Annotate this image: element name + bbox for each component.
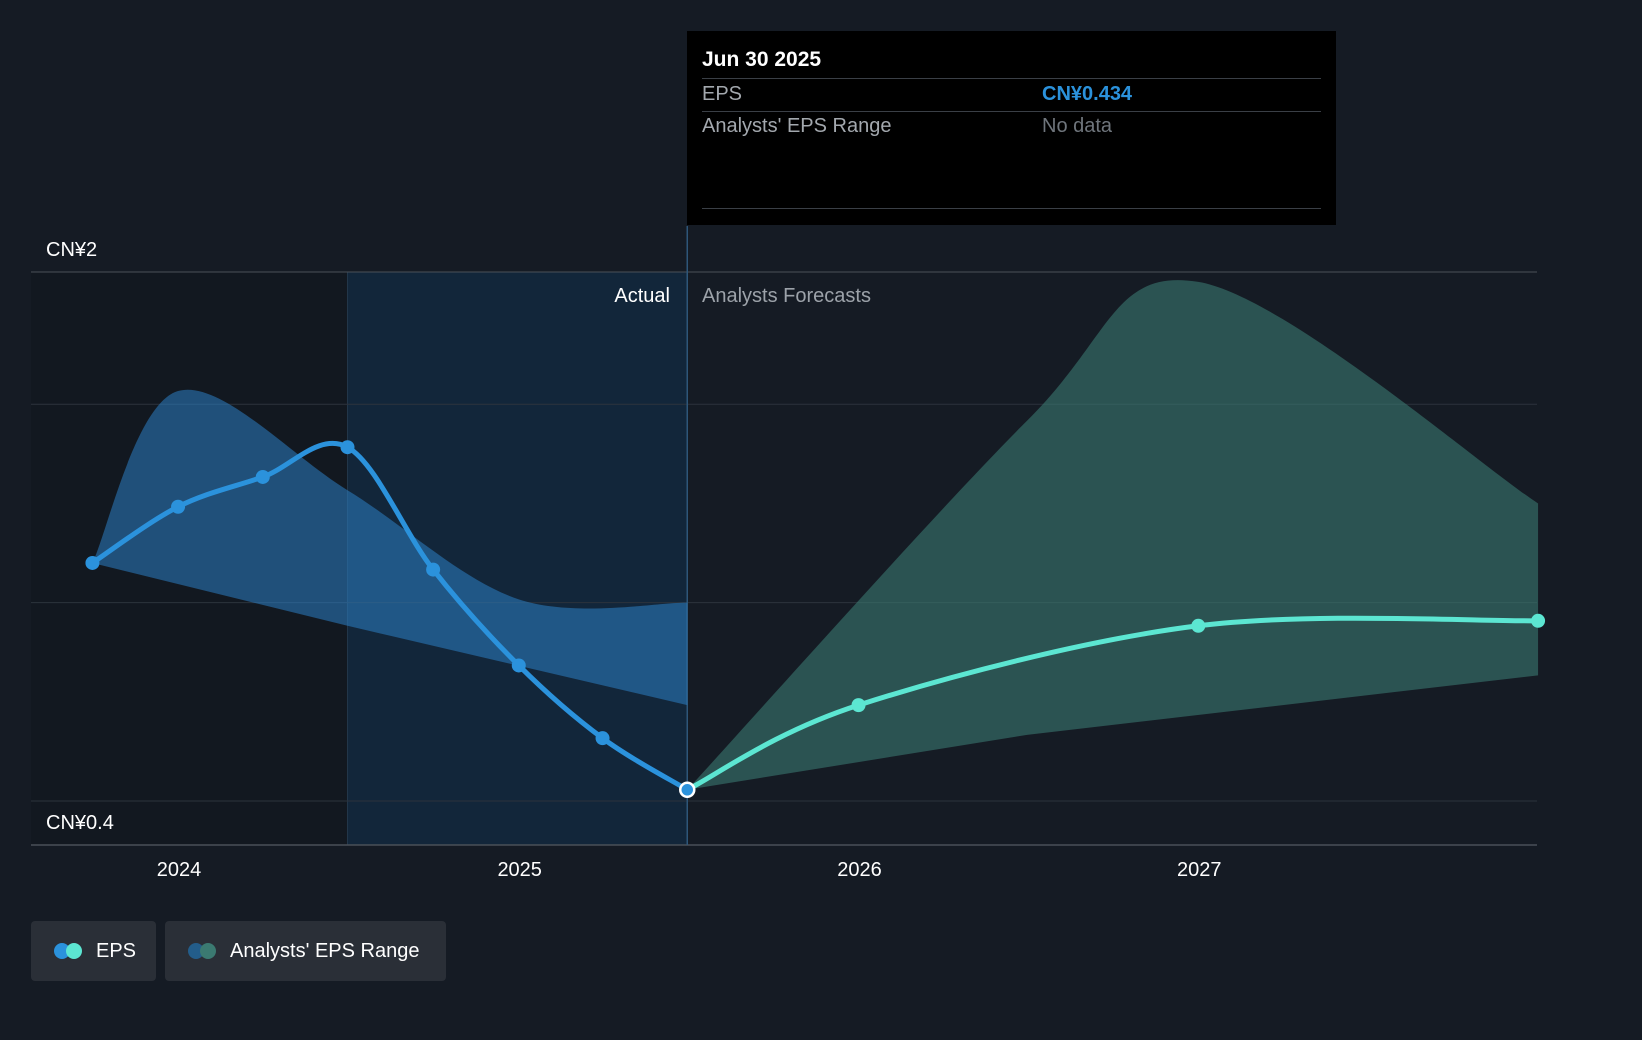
tooltip-eps-label: EPS	[702, 83, 743, 105]
eps-chart: CN¥2 CN¥0.4 Actual Analysts Forecasts 20…	[31, 31, 1546, 981]
chart-canvas: CN¥2 CN¥0.4 Actual Analysts Forecasts 20…	[31, 226, 1546, 881]
tooltip-date: Jun 30 2025	[702, 48, 822, 71]
eps-actual-point	[85, 555, 100, 570]
x-tick-label: 2027	[1177, 859, 1222, 881]
x-tick-label: 2025	[497, 859, 542, 881]
tooltip-divider	[702, 78, 1321, 79]
eps-actual-point	[171, 499, 186, 514]
actual-region-label: Actual	[614, 285, 670, 307]
legend-eps-label: EPS	[96, 939, 137, 962]
eps-forecast-point	[1531, 613, 1546, 628]
actual-eps-range-area	[92, 389, 688, 706]
selected-data-point	[679, 781, 696, 799]
tooltip-range-value: No data	[1042, 115, 1113, 137]
legend-item-analysts-range[interactable]: Analysts' EPS Range	[165, 921, 446, 981]
y-axis-min-label: CN¥0.4	[46, 812, 114, 834]
hover-tooltip: Jun 30 2025 EPS CN¥0.434 Analysts' EPS R…	[687, 31, 1336, 225]
eps-legend-icon	[54, 943, 82, 959]
tooltip-divider	[702, 111, 1321, 112]
legend-range-label: Analysts' EPS Range	[230, 939, 420, 962]
eps-actual-point	[511, 658, 526, 673]
x-tick-label: 2026	[837, 859, 882, 881]
eps-actual-line	[89, 440, 690, 793]
eps-actual-point	[595, 731, 610, 746]
eps-actual-point	[426, 562, 441, 577]
range-legend-icon	[188, 943, 216, 959]
tooltip-eps-value: CN¥0.434	[1042, 83, 1133, 105]
tooltip-range-label: Analysts' EPS Range	[702, 115, 892, 137]
eps-actual-point	[340, 440, 355, 455]
eps-forecast-point	[851, 698, 866, 713]
forecast-region-label: Analysts Forecasts	[702, 285, 871, 307]
eps-forecast-line	[684, 615, 1541, 793]
tooltip-divider	[702, 208, 1321, 209]
eps-actual-point	[255, 469, 270, 484]
forecast-eps-range-area	[687, 280, 1539, 790]
x-tick-label: 2024	[157, 859, 202, 881]
eps-forecast-point	[1191, 618, 1206, 633]
legend-item-eps[interactable]: EPS	[31, 921, 156, 981]
y-axis-max-label: CN¥2	[46, 239, 97, 261]
